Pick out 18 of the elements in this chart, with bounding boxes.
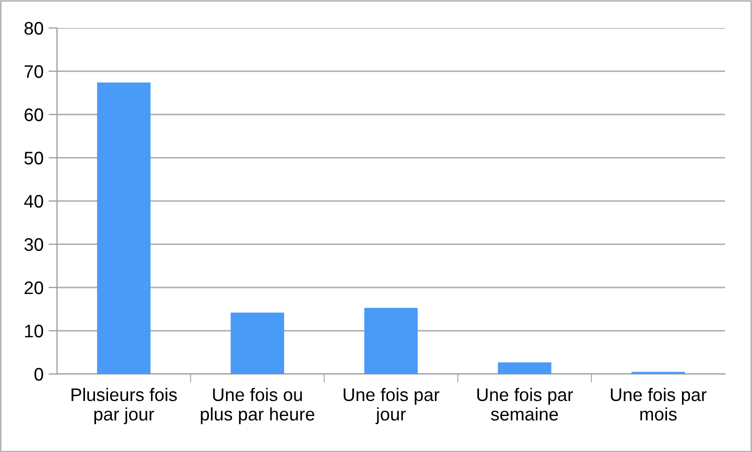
y-tick-label: 80 bbox=[24, 22, 44, 35]
bar bbox=[364, 308, 418, 374]
x-tick-label: Plusieurs fois par jour bbox=[72, 388, 177, 424]
y-tick-label: 10 bbox=[25, 324, 44, 338]
bar bbox=[230, 312, 284, 374]
y-tick-label: 40 bbox=[24, 194, 44, 208]
y-tick-label: 70 bbox=[24, 65, 44, 78]
y-tick-label: 50 bbox=[24, 152, 44, 164]
x-tick-label: Une fois par semaine bbox=[477, 388, 573, 421]
x-tick-label: Une fois ou plus par heure bbox=[200, 388, 314, 424]
bar bbox=[97, 82, 151, 374]
y-tick-label: 0 bbox=[34, 368, 44, 381]
x-tick-label: Une fois par mois bbox=[610, 388, 707, 421]
y-tick-label: 60 bbox=[24, 108, 44, 122]
bar bbox=[498, 362, 552, 374]
y-tick-label: 30 bbox=[24, 238, 44, 251]
x-tick-label: Une fois par jour bbox=[344, 388, 440, 424]
y-tick-label: 20 bbox=[24, 281, 44, 294]
